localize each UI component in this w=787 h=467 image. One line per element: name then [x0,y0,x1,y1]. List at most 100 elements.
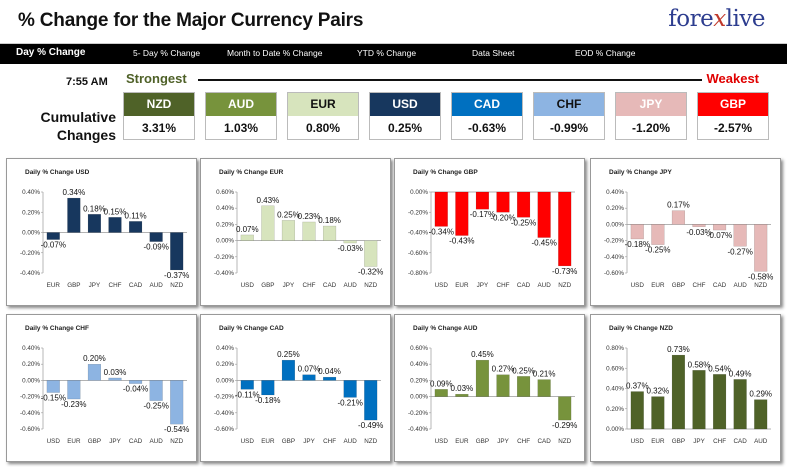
chart-panel-nzd: Daily % Change NZD 0.80% 0.60% 0.40% 0.20% 0.… [590,314,781,462]
bar-usd [434,389,448,397]
chart-title: Daily % Change AUD [413,325,478,332]
x-tick-label: EUR [261,438,275,445]
currency-box-cad: CAD -0.63% [451,92,523,140]
logo-text-right: live [725,6,766,32]
x-tick-label: CAD [129,438,143,445]
bar-usd [46,380,60,393]
data-label: 0.03% [451,384,474,393]
bar-cad [712,224,727,231]
nav-tab-eod-change[interactable]: EOD % Change [575,48,636,58]
bar-gbp [671,210,686,225]
data-label: 0.11% [125,211,147,220]
x-tick-label: GBP [672,438,685,445]
bar-jpy [87,214,102,233]
x-tick-label: GBP [261,282,274,289]
x-tick-label: NZD [364,438,377,445]
bar-cad [537,379,551,397]
data-label: -0.18% [625,240,650,249]
chart-panel-chf: Daily % Change CHF 0.40% 0.20% 0.00% -0.20% -… [6,314,197,462]
y-tick-label: 0.00% [22,377,40,384]
bar-jpy [692,370,706,430]
data-label: -0.03% [337,244,362,253]
page-title: % Change for the Major Currency Pairs [18,10,364,31]
currency-code: EUR [288,93,358,116]
data-label: 0.18% [83,204,106,213]
bar-cad [128,221,143,233]
y-tick-label: -0.80% [408,270,428,277]
x-tick-label: JPY [693,438,705,445]
y-tick-label: 0.00% [22,230,40,237]
data-label: 0.09% [430,379,453,388]
bar-gbp [671,354,686,430]
nav-tab-data-sheet[interactable]: Data Sheet [472,48,515,58]
nav-tab-month-to-date[interactable]: Month to Date % Change [227,48,323,58]
x-tick-label: CHF [303,282,316,289]
bar-chf [302,221,316,241]
x-tick-label: CAD [537,438,551,445]
bar-nzd [170,380,184,425]
x-tick-label: GBP [476,438,489,445]
currency-cumulative-change: 0.80% [305,121,341,135]
currency-code: USD [370,93,440,116]
y-tick-label: -0.40% [408,230,428,237]
chart-title: Daily % Change USD [25,169,90,176]
data-label: 0.29% [749,390,772,399]
data-label: 0.43% [257,196,280,205]
data-label: -0.15% [41,394,66,403]
currency-code: JPY [616,93,686,116]
bar-chart: 0.00% -0.20% -0.40% -0.60% -0.80% -0.34% USD -0… [408,189,577,289]
x-tick-label: CAD [129,282,143,289]
bar-chart: 0.40% 0.20% 0.00% -0.20% -0.40% -0.60% -0.11% U… [214,345,383,445]
forexlive-logo[interactable]: forexlive [668,6,765,32]
x-tick-label: AUD [149,438,163,445]
currency-code: AUD [206,93,276,116]
y-tick-label: -0.60% [408,250,428,257]
logo-text-left: fore [668,6,714,32]
y-tick-label: 0.20% [22,209,40,216]
data-label: -0.25% [511,218,536,227]
nav-tab-5day-change[interactable]: 5- Day % Change [133,48,201,58]
y-tick-label: 0.20% [410,377,428,384]
y-tick-label: -0.40% [214,270,234,277]
data-label: 0.25% [277,210,300,219]
currency-cumulative-change: 1.03% [223,121,259,135]
bar-chf [108,217,122,233]
data-label: 0.07% [236,225,259,234]
bar-nzd [558,396,572,421]
y-tick-label: 0.00% [216,238,234,245]
bar-jpy [496,374,510,397]
x-tick-label: USD [47,438,61,445]
bar-chart: 0.40% 0.20% 0.00% -0.20% -0.40% -0.60% -0.15% U… [20,345,189,445]
bar-gbp [261,205,275,241]
bar-aud [149,380,163,401]
data-label: -0.29% [552,421,577,430]
strength-scale-line [198,79,702,81]
x-tick-label: USD [631,282,645,289]
bar-cad [128,380,143,384]
data-label: -0.32% [358,268,383,277]
currency-box-usd: USD 0.25% [369,92,441,140]
y-tick-label: 0.00% [410,189,428,196]
x-tick-label: EUR [455,282,469,289]
nav-tab-ytd-change[interactable]: YTD % Change [357,48,417,58]
currency-code: GBP [698,93,768,116]
nav-tab-day-change[interactable]: Day % Change [16,47,86,58]
x-tick-label: CHF [517,438,530,445]
bar-jpy [475,191,490,210]
bar-usd [630,391,644,430]
bar-aud [343,380,357,398]
bar-chf [516,376,531,397]
y-tick-label: 0.00% [216,377,234,384]
data-label: 0.58% [688,360,711,369]
bar-chf [692,224,706,228]
y-tick-label: -0.20% [408,209,428,216]
data-label: -0.43% [449,237,474,246]
bar-nzd [754,224,768,272]
data-label: 0.21% [533,370,556,379]
y-tick-label: -0.20% [20,394,40,401]
currency-box-nzd: NZD 3.31% [123,92,195,140]
chart-panel-eur: Daily % Change EUR 0.60% 0.40% 0.20% 0.00% -0… [200,158,391,306]
y-tick-label: -0.60% [214,426,234,433]
y-tick-label: 0.40% [216,205,234,212]
data-label: -0.20% [490,213,515,222]
